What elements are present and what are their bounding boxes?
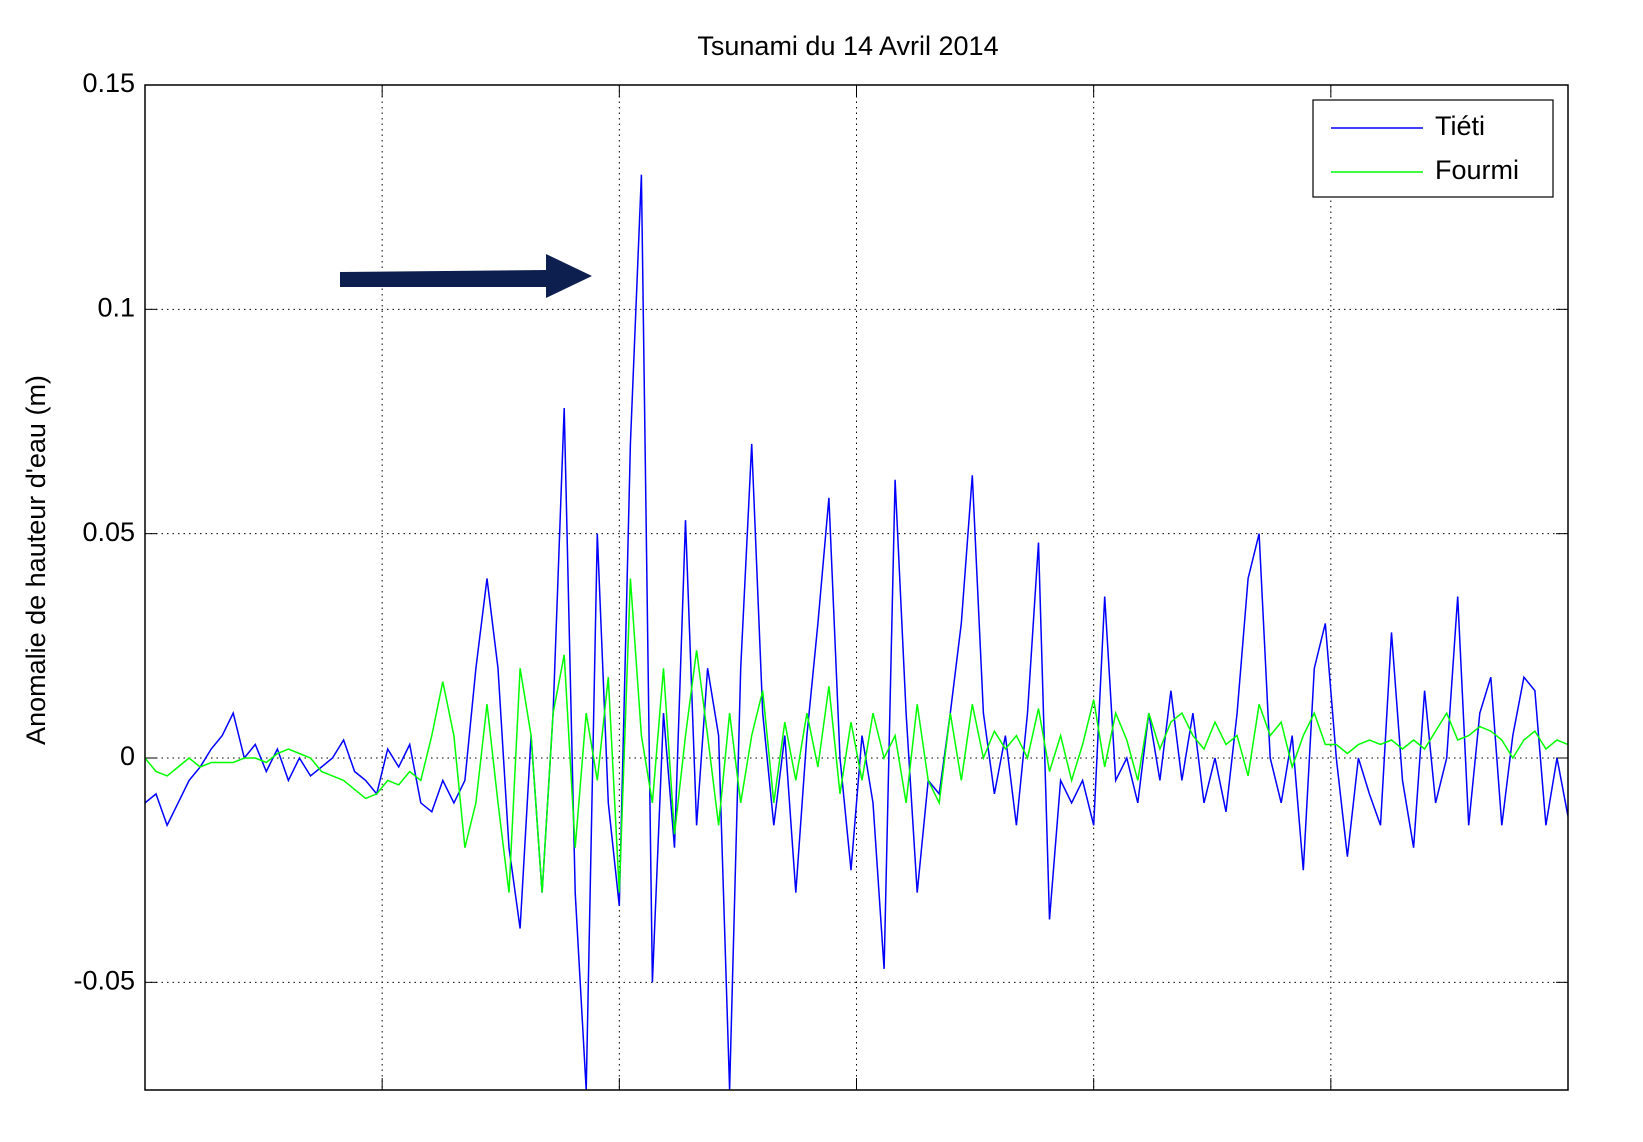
data-line bbox=[145, 174, 1568, 1090]
chart-title: Tsunami du 14 Avril 2014 bbox=[697, 31, 998, 61]
legend-label: Tiéti bbox=[1435, 111, 1485, 141]
y-tick-label: -0.05 bbox=[73, 965, 135, 995]
plot-frame bbox=[144, 84, 1569, 1091]
data-line bbox=[145, 578, 1568, 893]
y-tick-label: 0 bbox=[120, 741, 135, 771]
y-tick-label: 0.05 bbox=[82, 517, 135, 547]
legend-label: Fourmi bbox=[1435, 155, 1519, 185]
annotation-arrow bbox=[340, 254, 592, 298]
y-tick-label: 0.15 bbox=[82, 68, 135, 98]
vertical-grid bbox=[381, 85, 1332, 1090]
legend-box bbox=[1312, 99, 1554, 198]
y-tick-label: 0.1 bbox=[97, 292, 135, 322]
y-axis-label: Anomalie de hauteur d'eau (m) bbox=[21, 375, 51, 745]
